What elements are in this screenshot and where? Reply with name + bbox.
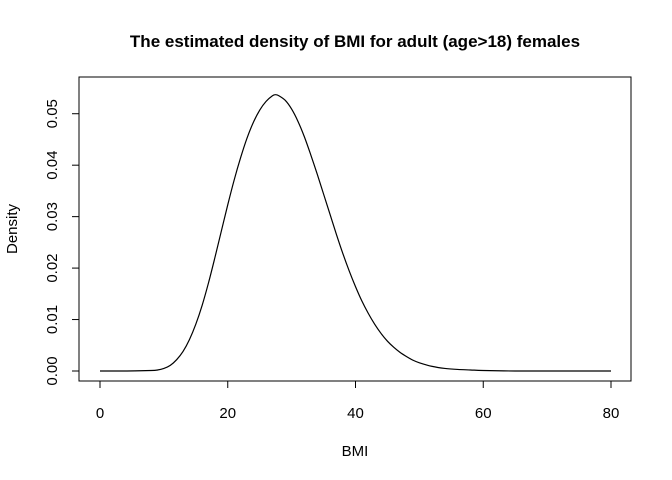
y-axis: 0.00 0.01 0.02 0.03 0.04 0.05 (44, 99, 80, 386)
density-curve (99, 94, 611, 372)
y-tick-label: 0.01 (44, 305, 61, 334)
plot-frame (78, 76, 632, 382)
x-axis: 0 20 40 60 80 (96, 380, 620, 422)
x-axis-label: BMI (342, 443, 369, 460)
y-tick-label: 0.04 (44, 151, 61, 180)
x-tick-label: 20 (219, 405, 236, 422)
y-tick-label: 0.05 (44, 99, 61, 128)
x-tick-label: 60 (475, 405, 492, 422)
y-tick-label: 0.02 (44, 253, 61, 282)
chart-title: The estimated density of BMI for adult (… (130, 32, 580, 51)
x-tick-label: 0 (96, 405, 104, 422)
y-axis-label: Density (4, 203, 21, 254)
x-tick-label: 40 (347, 405, 364, 422)
x-tick-label: 80 (603, 405, 620, 422)
y-tick-label: 0.03 (44, 202, 61, 231)
y-tick-label: 0.00 (44, 356, 61, 385)
